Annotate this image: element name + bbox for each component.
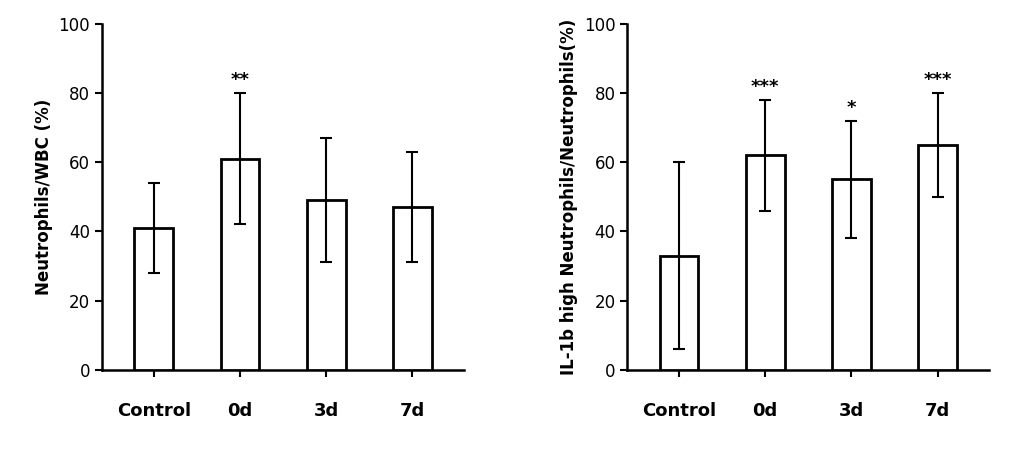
Bar: [832, 180, 870, 370]
Bar: [135, 228, 173, 370]
Bar: [745, 155, 784, 370]
Text: ***: ***: [922, 72, 951, 90]
Y-axis label: Neutrophils/WBC (%): Neutrophils/WBC (%): [35, 99, 53, 295]
Text: ***: ***: [750, 78, 779, 96]
Bar: [659, 255, 698, 370]
Bar: [307, 200, 345, 370]
Bar: [220, 159, 259, 370]
Y-axis label: IL-1b high Neutrophils/Neutrophils(%): IL-1b high Neutrophils/Neutrophils(%): [559, 18, 578, 375]
Bar: [917, 145, 956, 370]
Text: *: *: [846, 99, 855, 117]
Bar: [392, 207, 431, 370]
Text: **: **: [230, 72, 250, 90]
